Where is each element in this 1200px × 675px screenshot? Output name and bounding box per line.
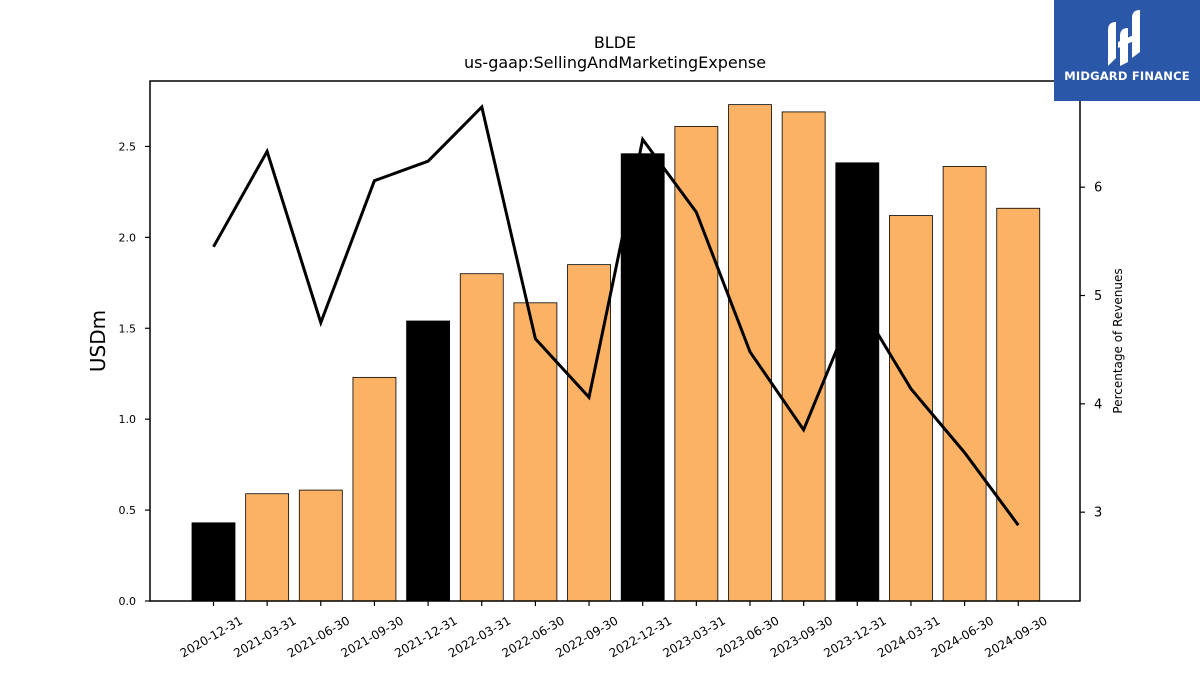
- logo-text: MIDGARD FINANCE: [1064, 69, 1190, 83]
- bar-2024-03-31: [889, 215, 933, 602]
- plot-frame: [149, 80, 1081, 602]
- y2-tick-label: 6: [1094, 181, 1102, 196]
- y-tick-label: 0.5: [119, 504, 137, 517]
- y2-tick-label: 3: [1094, 506, 1102, 521]
- y-tick-label: 1.5: [119, 322, 137, 335]
- y-tick-label: 2.0: [119, 231, 137, 244]
- bar-2024-09-30: [996, 207, 1041, 602]
- y-tick-label: 1.0: [119, 413, 137, 426]
- midgard-logo-icon: [1108, 10, 1140, 66]
- y-axis-label: USDm: [86, 310, 110, 372]
- chart-title: BLDE: [594, 33, 636, 52]
- bar-2021-12-31: [406, 320, 451, 602]
- bar-group: [191, 104, 1041, 602]
- y-tick-label: 0.0: [119, 595, 137, 608]
- y-axis-right: 3 4 5 6: [1080, 181, 1102, 521]
- bar-2020-12-31: [191, 522, 236, 602]
- bar-2023-09-30: [781, 111, 826, 602]
- y2-tick-label: 5: [1094, 289, 1102, 304]
- bar-2021-03-31: [245, 493, 290, 602]
- x-axis: 2020-12-312021-03-312021-06-302021-09-30…: [178, 601, 1050, 660]
- midgard-finance-logo: MIDGARD FINANCE: [1054, 0, 1200, 101]
- bar-2024-06-30: [942, 166, 987, 602]
- bar-2022-03-31: [459, 273, 504, 602]
- bar-2021-09-30: [352, 376, 397, 602]
- y2-axis-label: Percentage of Revenues: [1111, 268, 1125, 413]
- bar-2023-03-31: [674, 126, 719, 602]
- y-axis-left: 0.0 0.5 1.0 1.5 2.0 2.5: [119, 140, 150, 608]
- bar-2023-12-31: [835, 162, 880, 602]
- chart-subtitle: us-gaap:SellingAndMarketingExpense: [464, 53, 766, 72]
- line-group: [212, 104, 1020, 527]
- bar-2022-12-31: [620, 153, 665, 602]
- bar-2021-06-30: [298, 489, 343, 602]
- y2-tick-label: 4: [1094, 397, 1102, 412]
- y-tick-label: 2.5: [119, 140, 137, 153]
- revenue-percentage-line: [212, 104, 1020, 527]
- bar-2022-06-30: [513, 302, 558, 602]
- bar-2022-09-30: [567, 264, 611, 602]
